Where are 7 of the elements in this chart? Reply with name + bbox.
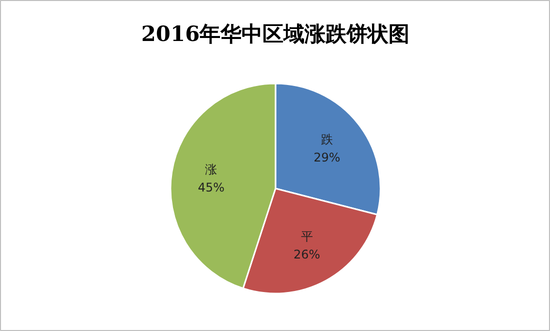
- slice-label: 涨: [205, 162, 218, 176]
- slice-label: 跌: [320, 132, 333, 147]
- data-label: 29%: [314, 150, 340, 165]
- slice-label: 平: [300, 230, 313, 244]
- data-label: 45%: [198, 180, 225, 194]
- data-label: 26%: [294, 248, 320, 262]
- chart-title: 2016年华中区域涨跌饼状图: [141, 21, 410, 46]
